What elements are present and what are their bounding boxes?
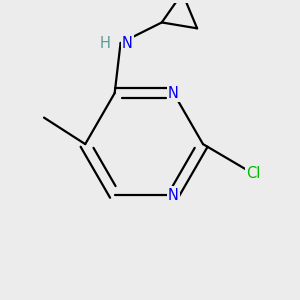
Text: N: N: [168, 85, 179, 100]
Text: Cl: Cl: [246, 166, 260, 181]
Text: H: H: [99, 36, 110, 51]
Text: N: N: [168, 188, 179, 202]
Text: N: N: [122, 36, 133, 51]
